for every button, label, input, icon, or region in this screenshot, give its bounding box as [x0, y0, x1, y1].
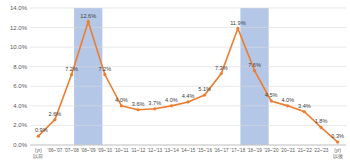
y-tick-label: 10.0% [10, 44, 28, 50]
y-tick-label: 0.0% [13, 142, 27, 148]
x-tick-label: '22~'23 [314, 148, 329, 153]
x-tick-label: '13~'14 [164, 148, 179, 153]
data-label: 4.0% [281, 97, 294, 103]
data-label: 7.2% [65, 66, 78, 72]
marker [220, 72, 223, 75]
x-tick-label: '12~'13 [147, 148, 162, 153]
grid-line [30, 8, 346, 9]
data-label: 1.8% [315, 118, 328, 124]
x-tick-label: '11~'12 [131, 148, 146, 153]
x-tick-label: '17~'18 [231, 148, 246, 153]
x-tick-label: '09~'10 [98, 148, 113, 153]
grid-line [30, 47, 346, 48]
x-tick-label: '16~'17 [214, 148, 229, 153]
data-label: 4.4% [182, 93, 195, 99]
marker [203, 93, 206, 96]
chart: 0.0% 2.0% 4.0% 6.0% 8.0% 10.0% 12.0% 14.0% (yr)以… [0, 0, 350, 165]
marker [336, 140, 339, 143]
data-label: 2.6% [49, 111, 62, 117]
x-tick-label: '08~'09 [81, 148, 96, 153]
y-tick-label: 14.0% [10, 5, 28, 11]
highlight-band [74, 8, 102, 145]
data-label: 7.2% [98, 66, 111, 72]
grid-line [30, 86, 346, 87]
data-label: 11.9% [230, 20, 245, 26]
data-label: 4.0% [115, 97, 128, 103]
x-tick-label: '14~'15 [181, 148, 196, 153]
marker [87, 20, 90, 23]
y-tick-label: 4.0% [13, 103, 27, 109]
line [38, 22, 337, 142]
grid-line [30, 125, 346, 126]
marker [153, 107, 156, 110]
marker [319, 126, 322, 129]
data-label: 3.6% [132, 101, 145, 107]
x-tick-label: '19~'20 [264, 148, 279, 153]
data-label: 12.6% [80, 13, 96, 19]
x-tick-label: '18~'19 [247, 148, 262, 153]
data-label: 4.5% [265, 92, 278, 98]
marker [170, 104, 173, 107]
x-tick-label: '07~'08 [64, 148, 79, 153]
marker [186, 100, 189, 103]
grid-line [30, 27, 346, 28]
plot-area [37, 20, 340, 144]
x-tick-label: '20~'21 [280, 148, 295, 153]
data-label: 7.3% [215, 65, 228, 71]
marker [303, 110, 306, 113]
x-axis [30, 145, 346, 146]
marker [270, 99, 273, 102]
marker [286, 104, 289, 107]
marker [253, 69, 256, 72]
marker [236, 27, 239, 30]
y-tick-label: 8.0% [13, 64, 27, 70]
data-label: 0.9% [35, 127, 48, 133]
y-tick-label: 12.0% [10, 25, 28, 31]
data-label: 4.0% [165, 97, 178, 103]
x-tick-label: '10~'11 [114, 148, 129, 153]
data-label: 3.4% [298, 103, 311, 109]
y-tick-label: 2.0% [13, 122, 27, 128]
highlight-band [240, 8, 268, 145]
marker [103, 73, 106, 76]
grid-line [30, 145, 346, 146]
y-tick-label: 6.0% [13, 83, 27, 89]
marker [137, 108, 140, 111]
marker [70, 73, 73, 76]
marker [53, 118, 56, 121]
x-tick-label: '15~'16 [197, 148, 212, 153]
x-tick-label: (yr)以前 [33, 148, 43, 159]
marker [37, 135, 40, 138]
x-tick-label: '06~'07 [48, 148, 63, 153]
x-tick-label: (yr)以後 [333, 148, 343, 159]
data-label: 7.6% [248, 62, 261, 68]
data-label: 0.3% [331, 133, 344, 139]
data-label: 5.1% [198, 86, 211, 92]
data-label: 3.7% [148, 100, 161, 106]
x-tick-label: '21~'22 [297, 148, 312, 153]
marker [120, 104, 123, 107]
